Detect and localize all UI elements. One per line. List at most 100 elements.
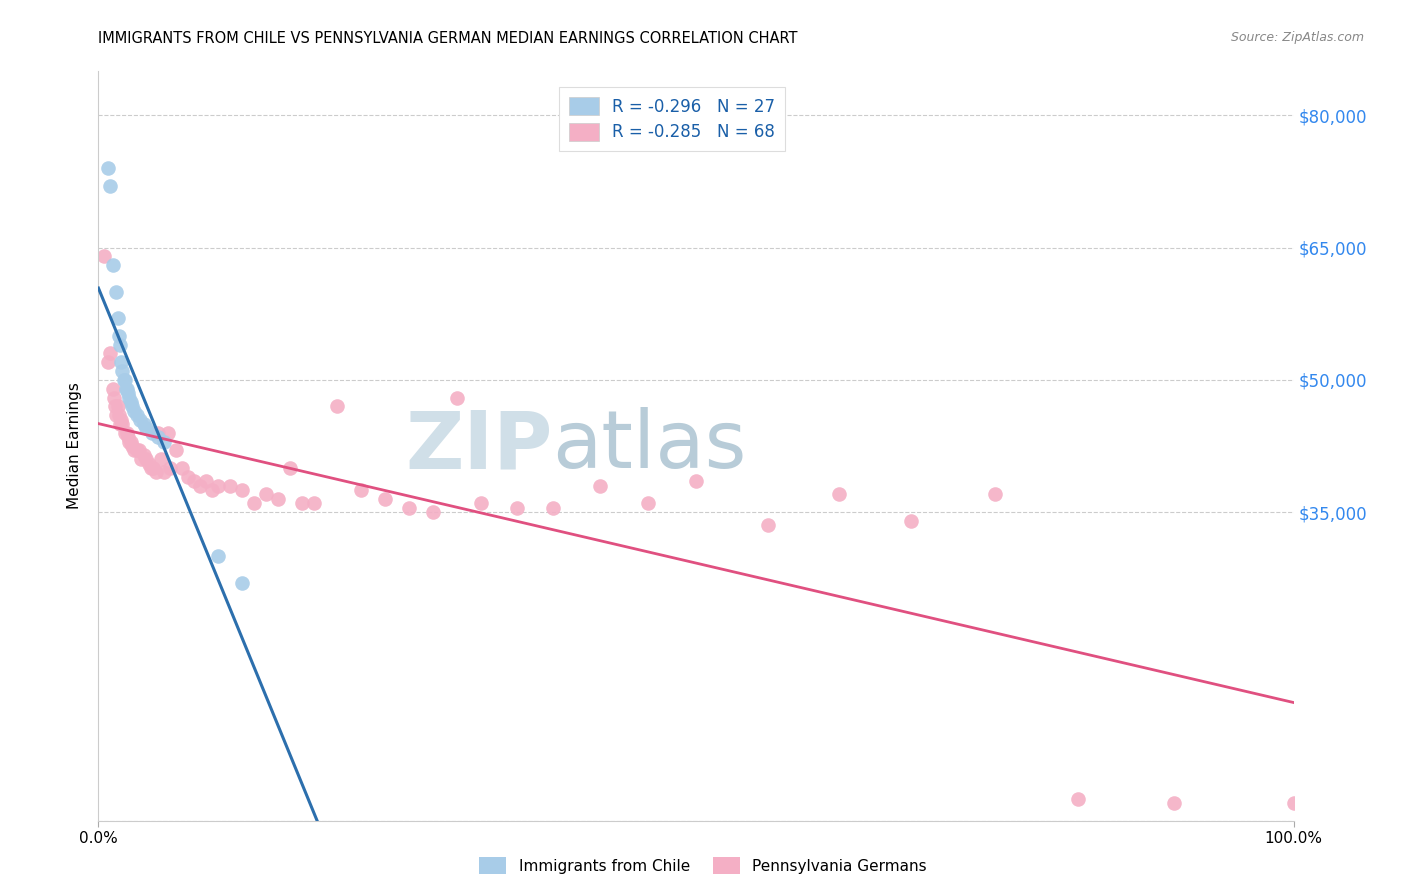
Point [105,408,128,422]
Point [172,461,194,475]
Point [93,250,115,264]
Point [107,311,129,326]
Point [756,518,779,533]
Point [149,452,172,467]
Point [231,483,253,497]
Point [159,461,181,475]
Point [278,461,301,475]
Point [165,443,187,458]
Point [111,417,134,431]
Legend: Immigrants from Chile, Pennsylvania Germans: Immigrants from Chile, Pennsylvania Germ… [472,851,934,880]
Point [446,391,468,405]
Point [103,391,125,405]
Point [1282,796,1305,810]
Point [114,373,136,387]
Point [398,500,420,515]
Point [125,408,148,422]
Point [291,496,314,510]
Point [128,443,150,458]
Point [118,434,141,449]
Point [107,328,129,343]
Point [900,514,922,528]
Point [124,443,146,458]
Legend: R = -0.296   N = 27, R = -0.285   N = 68: R = -0.296 N = 27, R = -0.285 N = 68 [560,87,785,151]
Point [111,364,134,378]
Y-axis label: Median Earnings: Median Earnings [67,383,83,509]
Point [207,549,229,564]
Point [118,391,141,405]
Point [589,478,612,492]
Point [637,496,659,510]
Text: IMMIGRANTS FROM CHILE VS PENNSYLVANIA GERMAN MEDIAN EARNINGS CORRELATION CHART: IMMIGRANTS FROM CHILE VS PENNSYLVANIA GE… [98,31,799,46]
Point [685,475,707,489]
Point [117,386,139,401]
Point [828,487,851,501]
Point [120,434,142,449]
Point [326,400,349,414]
Point [135,421,157,435]
Text: Source: ZipAtlas.com: Source: ZipAtlas.com [1230,31,1364,45]
Point [121,400,143,414]
Point [107,400,129,414]
Text: atlas: atlas [553,407,747,485]
Point [101,382,124,396]
Point [177,470,200,484]
Point [1163,796,1185,810]
Point [110,412,132,426]
Point [98,178,122,193]
Text: ZIP: ZIP [405,407,553,485]
Point [135,452,157,467]
Point [97,355,120,369]
Point [114,425,136,440]
Point [129,412,152,426]
Point [131,452,153,467]
Point [120,395,142,409]
Point [243,496,266,510]
Point [156,425,179,440]
Point [219,478,242,492]
Point [188,478,211,492]
Point [101,258,124,272]
Point [153,466,176,480]
Point [115,382,138,396]
Point [1067,791,1090,805]
Point [350,483,373,497]
Point [132,448,155,462]
Point [195,475,218,489]
Point [145,466,167,480]
Point [506,500,529,515]
Point [115,425,138,440]
Point [104,400,127,414]
Point [112,373,135,387]
Point [183,475,205,489]
Point [148,425,170,440]
Point [267,491,290,506]
Point [105,285,128,299]
Point [98,346,122,360]
Point [141,425,163,440]
Point [97,161,120,176]
Point [302,496,325,510]
Point [117,430,139,444]
Point [201,483,224,497]
Point [108,337,131,351]
Point [153,434,176,449]
Point [107,408,129,422]
Point [470,496,492,510]
Point [108,417,131,431]
Point [541,500,564,515]
Point [124,403,146,417]
Point [422,505,444,519]
Point [254,487,277,501]
Point [110,355,132,369]
Point [139,461,162,475]
Point [148,430,170,444]
Point [125,443,148,458]
Point [115,382,138,396]
Point [121,439,143,453]
Point [374,491,396,506]
Point [984,487,1007,501]
Point [132,417,155,431]
Point [138,457,160,471]
Point [231,575,253,590]
